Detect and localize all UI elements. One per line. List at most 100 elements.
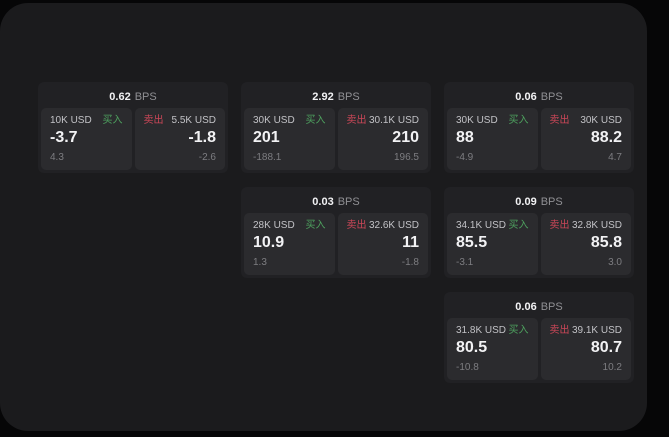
bps-header: 0.03 BPS — [244, 190, 428, 213]
sell-size-label: 39.1K USD — [571, 325, 622, 336]
buy-panel-top: 30K USD 买入 — [456, 115, 529, 127]
sell-size-label: 32.6K USD — [368, 220, 419, 231]
buy-side-tag: 买入 — [102, 115, 123, 126]
sell-price: 80.7 — [590, 339, 622, 356]
sell-panel-top: 卖出 32.6K USD — [347, 220, 420, 232]
bps-value: 0.03 — [312, 195, 334, 208]
sell-panel[interactable]: 卖出 30.1K USD 210 196.5 — [337, 108, 428, 170]
bps-header: 0.09 BPS — [447, 190, 631, 213]
bps-unit-label: BPS — [540, 90, 563, 103]
buy-panel[interactable]: 30K USD 买入 201 -188.1 — [244, 108, 335, 170]
sell-panel-top: 卖出 5.5K USD — [144, 115, 217, 127]
buy-side-tag: 买入 — [508, 220, 529, 231]
bps-value: 0.62 — [109, 90, 131, 103]
sell-price: 210 — [392, 129, 419, 146]
bps-unit-label: BPS — [337, 195, 360, 208]
bps-value: 2.92 — [312, 90, 334, 103]
quote-card: 0.03 BPS 28K USD 买入 10.9 1.3 卖出 32.6K US… — [241, 187, 431, 278]
quote-panels: 34.1K USD 买入 85.5 -3.1 卖出 32.8K USD 85.8… — [447, 213, 631, 275]
sell-panel[interactable]: 卖出 32.8K USD 85.8 3.0 — [540, 213, 631, 275]
quote-panels: 28K USD 买入 10.9 1.3 卖出 32.6K USD 11 -1.8 — [244, 213, 428, 275]
buy-panel-top: 31.8K USD 买入 — [456, 325, 529, 337]
quote-card: 0.62 BPS 10K USD 买入 -3.7 4.3 卖出 5.5K USD — [38, 82, 228, 173]
bps-value: 0.06 — [515, 90, 537, 103]
sell-side-tag: 卖出 — [549, 325, 570, 336]
sell-price: 88.2 — [590, 129, 622, 146]
bps-header: 0.06 BPS — [447, 295, 631, 318]
sell-side-tag: 卖出 — [549, 220, 570, 231]
bps-value: 0.09 — [515, 195, 537, 208]
sell-panel[interactable]: 卖出 5.5K USD -1.8 -2.6 — [134, 108, 225, 170]
buy-side-tag: 买入 — [305, 220, 326, 231]
buy-panel[interactable]: 28K USD 买入 10.9 1.3 — [244, 213, 335, 275]
sell-panel-top: 卖出 32.8K USD — [550, 220, 623, 232]
buy-panel-top: 34.1K USD 买入 — [456, 220, 529, 232]
sell-delta: 196.5 — [393, 152, 419, 163]
quote-panels: 31.8K USD 买入 80.5 -10.8 卖出 39.1K USD 80.… — [447, 318, 631, 380]
sell-price: 85.8 — [590, 234, 622, 251]
quote-card-grid: 0.62 BPS 10K USD 买入 -3.7 4.3 卖出 5.5K USD — [38, 82, 634, 383]
sell-side-tag: 卖出 — [549, 115, 570, 126]
buy-panel[interactable]: 10K USD 买入 -3.7 4.3 — [41, 108, 132, 170]
sell-delta: -2.6 — [198, 152, 216, 163]
bps-unit-label: BPS — [540, 300, 563, 313]
buy-size-label: 10K USD — [50, 115, 92, 126]
sell-side-tag: 卖出 — [143, 115, 164, 126]
buy-side-tag: 买入 — [508, 325, 529, 336]
buy-panel-top: 10K USD 买入 — [50, 115, 123, 127]
buy-panel-top: 28K USD 买入 — [253, 220, 326, 232]
quote-card: 2.92 BPS 30K USD 买入 201 -188.1 卖出 30.1K … — [241, 82, 431, 173]
buy-panel[interactable]: 30K USD 买入 88 -4.9 — [447, 108, 538, 170]
sell-price: -1.8 — [188, 129, 216, 146]
sell-panel-top: 卖出 39.1K USD — [550, 325, 623, 337]
buy-size-label: 28K USD — [253, 220, 295, 231]
bps-header: 2.92 BPS — [244, 85, 428, 108]
buy-price: 88 — [456, 129, 474, 146]
buy-panel[interactable]: 31.8K USD 买入 80.5 -10.8 — [447, 318, 538, 380]
buy-size-label: 30K USD — [253, 115, 295, 126]
sell-panel[interactable]: 卖出 32.6K USD 11 -1.8 — [337, 213, 428, 275]
bps-header: 0.06 BPS — [447, 85, 631, 108]
buy-price: 201 — [253, 129, 280, 146]
buy-price: 80.5 — [456, 339, 488, 356]
bps-unit-label: BPS — [540, 195, 563, 208]
buy-size-label: 31.8K USD — [456, 325, 507, 336]
sell-delta: 3.0 — [608, 257, 622, 268]
buy-delta: 4.3 — [50, 152, 64, 163]
sell-delta: -1.8 — [401, 257, 419, 268]
sell-size-label: 30K USD — [580, 115, 622, 126]
buy-size-label: 30K USD — [456, 115, 498, 126]
buy-delta: 1.3 — [253, 257, 267, 268]
buy-price: 85.5 — [456, 234, 488, 251]
sell-side-tag: 卖出 — [346, 115, 367, 126]
quote-panels: 30K USD 买入 88 -4.9 卖出 30K USD 88.2 4.7 — [447, 108, 631, 170]
sell-delta: 10.2 — [602, 362, 622, 373]
sell-size-label: 30.1K USD — [368, 115, 419, 126]
buy-size-label: 34.1K USD — [456, 220, 507, 231]
sell-panel[interactable]: 卖出 30K USD 88.2 4.7 — [540, 108, 631, 170]
sell-side-tag: 卖出 — [346, 220, 367, 231]
bps-unit-label: BPS — [337, 90, 360, 103]
bps-header: 0.62 BPS — [41, 85, 225, 108]
sell-panel-top: 卖出 30K USD — [550, 115, 623, 127]
buy-side-tag: 买入 — [305, 115, 326, 126]
buy-price: -3.7 — [50, 129, 78, 146]
app-window: 0.62 BPS 10K USD 买入 -3.7 4.3 卖出 5.5K USD — [0, 3, 647, 431]
buy-delta: -188.1 — [253, 152, 282, 163]
quote-card: 0.06 BPS 30K USD 买入 88 -4.9 卖出 30K USD — [444, 82, 634, 173]
buy-delta: -4.9 — [456, 152, 474, 163]
bps-value: 0.06 — [515, 300, 537, 313]
buy-delta: -3.1 — [456, 257, 474, 268]
quote-card: 0.09 BPS 34.1K USD 买入 85.5 -3.1 卖出 32.8K… — [444, 187, 634, 278]
sell-size-label: 5.5K USD — [171, 115, 216, 126]
buy-side-tag: 买入 — [508, 115, 529, 126]
buy-panel-top: 30K USD 买入 — [253, 115, 326, 127]
quote-card: 0.06 BPS 31.8K USD 买入 80.5 -10.8 卖出 39.1… — [444, 292, 634, 383]
quote-panels: 10K USD 买入 -3.7 4.3 卖出 5.5K USD -1.8 -2.… — [41, 108, 225, 170]
sell-panel[interactable]: 卖出 39.1K USD 80.7 10.2 — [540, 318, 631, 380]
buy-panel[interactable]: 34.1K USD 买入 85.5 -3.1 — [447, 213, 538, 275]
buy-delta: -10.8 — [456, 362, 479, 373]
sell-price: 11 — [402, 234, 419, 251]
sell-delta: 4.7 — [608, 152, 622, 163]
quote-panels: 30K USD 买入 201 -188.1 卖出 30.1K USD 210 1… — [244, 108, 428, 170]
